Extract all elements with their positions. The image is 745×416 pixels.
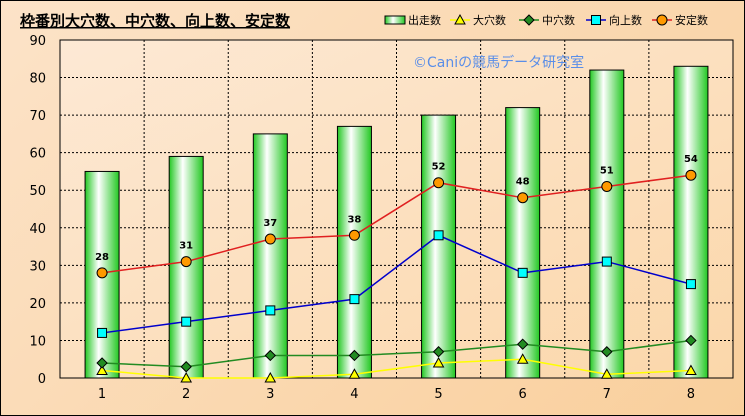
data-label: 54 bbox=[684, 154, 698, 165]
marker-square bbox=[349, 294, 360, 305]
marker-square bbox=[601, 256, 612, 267]
marker-triangle bbox=[96, 364, 108, 375]
marker-diamond bbox=[601, 346, 613, 358]
bar bbox=[673, 65, 709, 379]
bar bbox=[168, 155, 204, 379]
bar bbox=[336, 125, 372, 379]
series-line bbox=[102, 339, 692, 368]
y-tick-label: 30 bbox=[29, 259, 46, 274]
y-tick-label: 80 bbox=[29, 72, 46, 87]
marker-square bbox=[97, 327, 108, 338]
marker-square bbox=[433, 230, 444, 241]
series-line bbox=[101, 174, 692, 274]
bar bbox=[252, 133, 288, 379]
x-tick-label: 1 bbox=[98, 387, 106, 402]
marker-circle bbox=[264, 233, 276, 245]
y-tick-label: 0 bbox=[38, 372, 46, 387]
y-tick-label: 40 bbox=[29, 222, 46, 237]
marker-square bbox=[591, 15, 601, 25]
marker-square bbox=[517, 267, 528, 278]
marker-circle bbox=[656, 14, 668, 26]
marker-triangle bbox=[685, 364, 697, 375]
legend-label: 出走数 bbox=[408, 13, 441, 27]
x-tick-label: 7 bbox=[603, 387, 611, 402]
bar bbox=[589, 69, 625, 379]
marker-square bbox=[265, 305, 276, 316]
marker-triangle bbox=[264, 371, 277, 383]
marker-square bbox=[685, 279, 696, 290]
data-label: 28 bbox=[95, 252, 109, 263]
marker-circle bbox=[348, 229, 360, 241]
y-tick-label: 70 bbox=[29, 109, 46, 124]
legend-label: 安定数 bbox=[675, 13, 708, 27]
series-line bbox=[101, 234, 692, 334]
data-label: 48 bbox=[516, 177, 530, 188]
y-tick-label: 20 bbox=[29, 297, 46, 312]
marker-diamond bbox=[516, 338, 529, 350]
bar bbox=[421, 114, 457, 379]
data-labels: 28 31 37 38 52 48 51 54 bbox=[95, 154, 698, 263]
x-axis: 1 2 3 4 5 6 7 8 bbox=[98, 387, 695, 402]
x-tick-label: 3 bbox=[266, 387, 274, 402]
legend-label: 中穴数 bbox=[542, 13, 575, 27]
data-label: 31 bbox=[179, 241, 193, 252]
marker-diamond bbox=[348, 349, 361, 362]
legend: 出走数 大穴数 中穴数 向上数 安定数 bbox=[384, 13, 708, 27]
marker-diamond bbox=[432, 346, 445, 358]
marker-triangle bbox=[454, 13, 466, 25]
marker-triangle bbox=[600, 368, 613, 379]
marker-circle bbox=[433, 177, 445, 189]
data-label: 52 bbox=[432, 162, 446, 173]
legend-label: 大穴数 bbox=[473, 13, 506, 27]
marker-diamond bbox=[96, 357, 108, 369]
x-tick-label: 2 bbox=[182, 387, 190, 402]
y-tick-label: 10 bbox=[29, 334, 46, 349]
y-tick-label: 90 bbox=[29, 34, 46, 49]
marker-circle bbox=[685, 169, 697, 181]
marker-triangle bbox=[516, 353, 529, 364]
chart-title: 枠番別大穴数、中穴数、向上数、安定数 bbox=[20, 12, 291, 30]
marker-triangle bbox=[432, 356, 445, 368]
y-tick-label: 50 bbox=[29, 184, 46, 199]
series-line bbox=[101, 358, 691, 379]
y-axis: 0 10 20 30 40 50 60 70 80 90 bbox=[29, 34, 46, 387]
bar-series-出走数 bbox=[84, 65, 709, 379]
legend-swatch bbox=[384, 15, 406, 25]
marker-circle bbox=[96, 267, 108, 279]
marker-triangle bbox=[180, 371, 193, 383]
marker-circle bbox=[180, 256, 192, 268]
data-label: 37 bbox=[263, 218, 277, 229]
marker-circle bbox=[601, 180, 613, 192]
line-series bbox=[96, 169, 697, 383]
data-label: 51 bbox=[600, 165, 614, 176]
bar bbox=[505, 107, 541, 379]
x-tick-label: 4 bbox=[350, 387, 358, 402]
marker-diamond bbox=[685, 334, 697, 347]
x-tick-label: 8 bbox=[687, 387, 695, 402]
x-tick-label: 6 bbox=[519, 387, 527, 402]
data-label: 38 bbox=[347, 214, 361, 225]
x-tick-label: 5 bbox=[434, 387, 442, 402]
marker-diamond bbox=[180, 361, 192, 373]
marker-triangle bbox=[348, 368, 361, 379]
marker-square bbox=[181, 316, 192, 327]
marker-diamond bbox=[264, 349, 277, 362]
watermark: ©Caniの競馬データ研究室 bbox=[413, 54, 584, 71]
legend-label: 向上数 bbox=[609, 13, 642, 27]
marker-circle bbox=[517, 192, 529, 204]
y-tick-label: 60 bbox=[29, 147, 46, 162]
marker-diamond bbox=[523, 14, 535, 26]
